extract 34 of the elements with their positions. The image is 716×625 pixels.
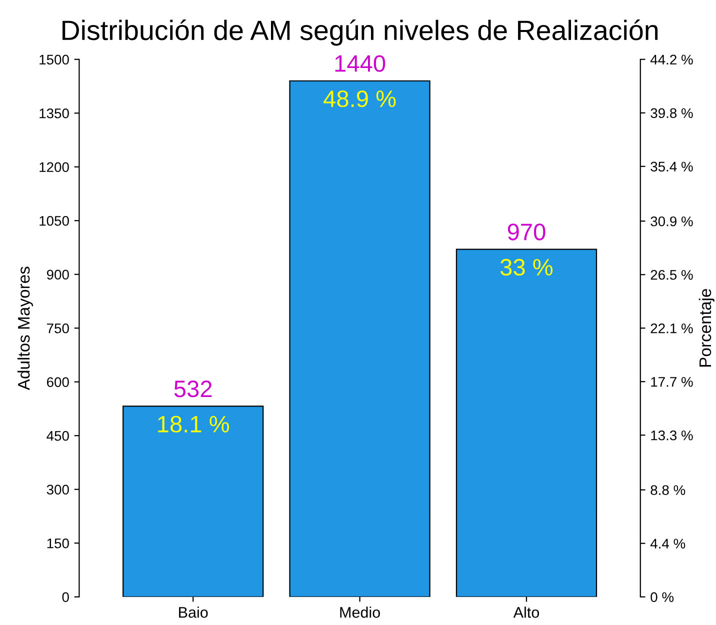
y2-tick-label: 44.2 % <box>650 54 693 64</box>
annotation: 33 % <box>500 258 553 276</box>
y-tick-label: 1500 <box>40 54 69 65</box>
y2-tick-label: 26.5 % <box>650 270 693 280</box>
y2-tick-label: 22.1 % <box>650 323 693 334</box>
y-tick-label: 1350 <box>40 108 69 118</box>
annotation: 48.9 % <box>324 90 396 108</box>
y-tick-label: 600 <box>47 377 69 388</box>
data-label: 1440 <box>335 55 386 72</box>
x-tick-label: Alto <box>513 606 540 618</box>
y-tick-label: 150 <box>47 538 69 548</box>
data-label: 532 <box>174 380 212 398</box>
data-label: 970 <box>508 224 546 240</box>
y2-tick-label: 39.8 % <box>650 108 693 118</box>
y-tick-label: 1050 <box>40 216 69 226</box>
y-tick-label: 0 <box>62 592 69 602</box>
y2-tick-label: 0 % <box>650 592 674 602</box>
y2-tick-label: 4.4 % <box>650 538 686 548</box>
y2-tick-label: 13.3 % <box>651 430 693 440</box>
y2-tick-label: 8.8 % <box>650 485 686 496</box>
y-tick-label: 900 <box>46 270 69 280</box>
y2-tick-label: 35.4 % <box>650 162 693 172</box>
x-tick-label: Medio <box>340 606 380 618</box>
y-tick-label: 750 <box>47 323 69 334</box>
y-tick-label: 1200 <box>40 162 69 172</box>
y2-axis-title: Porcentaje <box>698 289 714 367</box>
annotation: 18.1 % <box>158 416 230 433</box>
y2-tick-label: 17.7 % <box>651 377 693 387</box>
chart-title: Distribución de AM según niveles de Realización <box>62 19 658 46</box>
y-axis-title: Adultos Mayores <box>17 266 34 390</box>
x-tick-label: Baio <box>179 606 208 618</box>
y-tick-label: 450 <box>46 430 69 441</box>
y2-tick-label: 30.9 % <box>650 216 693 226</box>
y-tick-label: 300 <box>46 484 69 495</box>
